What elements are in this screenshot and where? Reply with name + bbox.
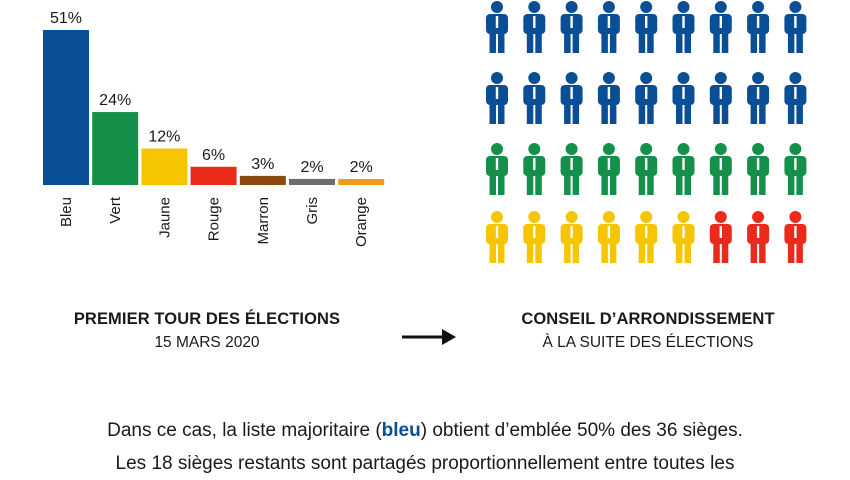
person-icon <box>597 72 620 124</box>
explanation-line-1-post: ) obtient d’emblée 50% des 36 sièges. <box>420 420 743 441</box>
council-caption: CONSEIL D’ARRONDISSEMENT À LA SUITE DES … <box>478 310 818 352</box>
person-icon <box>486 1 508 53</box>
category-label-gris: Gris <box>304 197 321 225</box>
category-label-orange: Orange <box>353 197 370 247</box>
person-icon <box>709 211 732 263</box>
person-icon <box>784 1 807 53</box>
person-icon <box>747 143 770 195</box>
bar-gris <box>289 178 335 185</box>
bar-value-label-vert: 24% <box>99 92 131 109</box>
person-icon <box>635 211 658 263</box>
bar-jaune <box>141 148 188 185</box>
category-label-marron: Marron <box>255 197 272 245</box>
person-icon <box>709 72 732 124</box>
bar-value-label-bleu: 51% <box>50 10 82 27</box>
explanation-line-2: Les 18 sièges restants sont partagés pro… <box>115 453 735 474</box>
bar-bleu <box>43 30 89 185</box>
explanation-highlight: bleu <box>381 420 421 441</box>
first-round-title: PREMIER TOUR DES ÉLECTIONS <box>73 310 341 328</box>
council-title: CONSEIL D’ARRONDISSEMENT <box>521 310 775 328</box>
person-icon <box>635 1 658 53</box>
bar-rouge <box>190 166 237 185</box>
person-icon <box>523 1 546 53</box>
seat-pictogram <box>486 1 807 263</box>
bar-value-label-marron: 3% <box>251 156 274 173</box>
person-icon <box>560 211 583 263</box>
arrow-right-icon <box>402 329 456 345</box>
category-label-bleu: Bleu <box>58 197 75 227</box>
person-icon <box>523 72 546 124</box>
bar-value-label-gris: 2% <box>300 159 323 176</box>
category-label-rouge: Rouge <box>206 197 223 241</box>
person-icon <box>784 211 807 263</box>
person-icon <box>747 1 770 53</box>
person-icon <box>784 143 807 195</box>
person-icon <box>560 72 583 124</box>
bar-value-label-jaune: 12% <box>148 129 180 146</box>
results-bar-chart: 51% Bleu 24% Vert 12% Jaune 6% Rouge 3% Marron 2% G… <box>43 10 385 247</box>
category-label-vert: Vert <box>107 196 124 224</box>
explanation-line-1: Dans ce cas, la liste majoritaire (bleu)… <box>0 414 850 447</box>
bar-vert <box>92 112 139 185</box>
person-icon <box>672 72 695 124</box>
person-icon <box>635 143 658 195</box>
person-icon <box>784 72 807 124</box>
person-icon <box>486 143 508 195</box>
council-subtitle: À LA SUITE DES ÉLECTIONS <box>542 334 754 351</box>
person-icon <box>747 211 770 263</box>
person-icon <box>709 143 732 195</box>
bar-value-label-rouge: 6% <box>202 147 225 164</box>
person-icon <box>672 1 695 53</box>
person-icon <box>672 211 695 263</box>
person-icon <box>672 143 695 195</box>
explanation-line-1-pre: Dans ce cas, la liste majoritaire ( <box>107 420 382 441</box>
category-label-jaune: Jaune <box>156 197 173 238</box>
person-icon <box>523 211 546 263</box>
bar-value-label-orange: 2% <box>350 159 373 176</box>
person-icon <box>597 143 620 195</box>
first-round-caption: PREMIER TOUR DES ÉLECTIONS 15 MARS 2020 <box>37 310 377 352</box>
bar-orange <box>338 178 385 185</box>
person-icon <box>747 72 770 124</box>
first-round-date: 15 MARS 2020 <box>154 334 260 351</box>
explanation-text: Dans ce cas, la liste majoritaire (bleu)… <box>0 414 850 480</box>
person-icon <box>597 211 620 263</box>
person-icon <box>486 211 508 263</box>
bar-marron <box>239 175 286 185</box>
person-icon <box>523 143 546 195</box>
person-icon <box>560 1 583 53</box>
person-icon <box>597 1 620 53</box>
person-icon <box>709 1 732 53</box>
person-icon <box>560 143 583 195</box>
person-icon <box>635 72 658 124</box>
person-icon <box>486 72 508 124</box>
